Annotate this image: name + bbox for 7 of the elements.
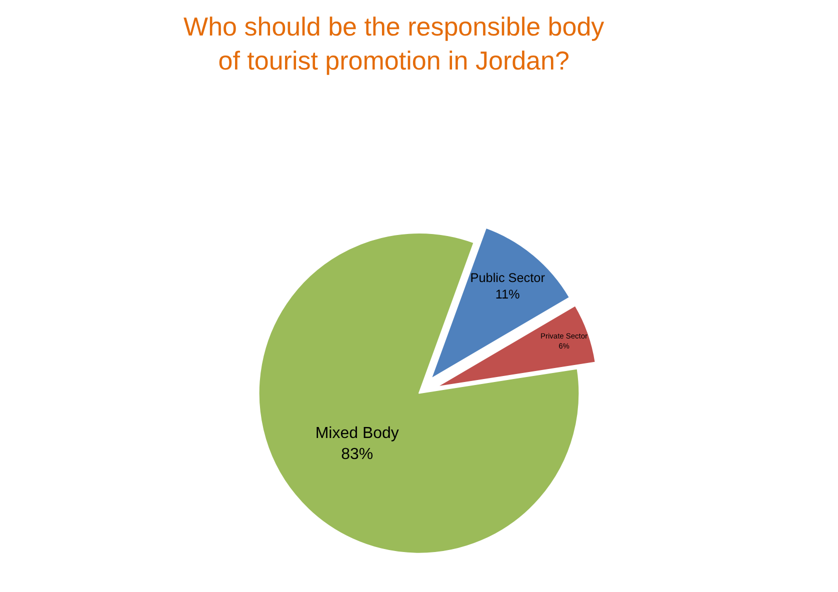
data-label: 11% xyxy=(495,287,520,302)
chart-title: Who should be the responsible body of tourist promotion in Jordan? xyxy=(184,12,604,76)
data-label: 6% xyxy=(558,341,570,350)
slice-label: Private Sector xyxy=(540,332,588,341)
slice-label: Mixed Body xyxy=(315,425,399,442)
slice-label: Public Sector xyxy=(470,270,546,285)
data-label: 83% xyxy=(341,446,374,463)
